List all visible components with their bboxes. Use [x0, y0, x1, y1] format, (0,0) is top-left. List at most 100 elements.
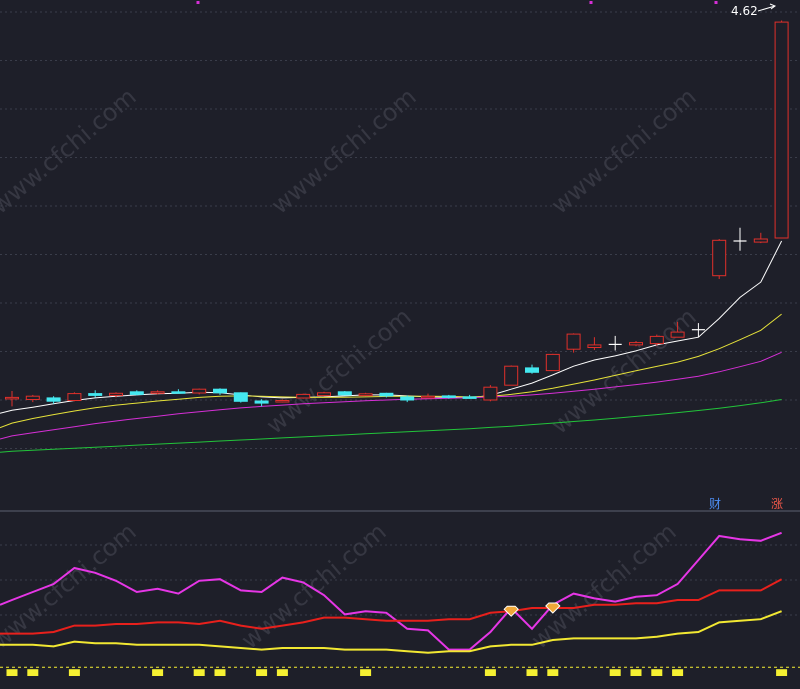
- candle: [275, 399, 290, 403]
- price-grid: [0, 11, 800, 449]
- signal-bar: [547, 669, 559, 676]
- candle: [109, 392, 123, 398]
- candle: [545, 353, 560, 372]
- price-pointer: [757, 5, 776, 12]
- candle-body-up: [317, 392, 331, 397]
- diamond-marker: [545, 602, 561, 614]
- price-pointer-arrowhead: [769, 3, 777, 10]
- candle-body-up: [421, 395, 435, 399]
- candle: [254, 399, 269, 407]
- signal-bar: [68, 669, 80, 676]
- signal-bar: [6, 669, 18, 676]
- signal-bar: [630, 669, 642, 676]
- candle: [753, 232, 768, 244]
- candle: [213, 388, 227, 395]
- candle-body-down: [88, 393, 103, 396]
- candle-body-up: [566, 333, 581, 350]
- diamond-marker: [503, 605, 519, 617]
- signal-bar: [484, 669, 496, 676]
- candle: [337, 391, 352, 396]
- top-marker-dots: [196, 1, 718, 4]
- ma-line-3: [0, 399, 782, 453]
- candle: [421, 393, 435, 399]
- candle: [88, 390, 103, 398]
- badge-cai[interactable]: 财: [709, 497, 721, 511]
- indicator-line-0: [0, 531, 782, 651]
- candle-body-up: [358, 393, 373, 397]
- candle: [483, 385, 498, 402]
- candle-body-down: [525, 367, 539, 373]
- last-price-label: 4.62: [731, 4, 758, 18]
- candle-body-up: [753, 238, 768, 243]
- candle-body-up: [629, 342, 643, 346]
- top-marker-dot: [589, 1, 593, 4]
- top-marker-dot: [714, 1, 718, 4]
- candle-body-up: [109, 392, 123, 396]
- candle-body-down: [400, 396, 415, 401]
- candle-body-up: [25, 395, 40, 401]
- candle-body-up: [504, 365, 519, 386]
- candle-body-up: [67, 393, 82, 402]
- candle-body-up: [712, 239, 727, 277]
- candle: [171, 389, 186, 394]
- candle: [587, 337, 602, 350]
- signal-bar: [609, 669, 621, 676]
- candle: [5, 391, 19, 407]
- indicator-grid: [0, 544, 800, 616]
- candle-body-down: [462, 396, 477, 399]
- candle-body-down: [254, 400, 269, 404]
- candle-body-down: [171, 391, 186, 394]
- indicator-lines: [0, 531, 800, 668]
- candle: [67, 392, 82, 402]
- candle: [691, 323, 705, 338]
- price-annotation: 4.62: [731, 3, 777, 18]
- signal-bar: [672, 669, 684, 676]
- candle-body-down: [441, 395, 456, 398]
- candle: [462, 394, 477, 399]
- candle-body-down: [46, 397, 61, 402]
- candle: [670, 321, 685, 338]
- indicator-line-2: [0, 610, 782, 654]
- candle-body-down: [379, 392, 394, 397]
- candle: [566, 333, 581, 353]
- indicator-badges: 财 涨: [709, 496, 783, 511]
- signal-bar: [193, 669, 205, 676]
- candle-body-up: [774, 21, 789, 239]
- candle: [733, 227, 747, 251]
- candle: [608, 335, 622, 351]
- signal-bar: [152, 669, 164, 676]
- candle: [296, 393, 311, 399]
- candle: [525, 364, 539, 374]
- candle: [400, 395, 415, 403]
- candle-body-down: [213, 388, 227, 394]
- candle-body-down: [337, 391, 352, 396]
- candle: [129, 390, 144, 396]
- signal-bar: [256, 669, 268, 676]
- candle-body-up: [150, 391, 165, 394]
- candle-body-up: [275, 400, 290, 403]
- candle: [150, 390, 165, 395]
- candle-body-up: [670, 331, 685, 338]
- candle: [504, 365, 519, 386]
- top-marker-dot: [196, 1, 200, 4]
- candle-body-up: [545, 353, 560, 372]
- signal-bar: [360, 669, 372, 676]
- candle-body-down: [129, 391, 144, 395]
- diamond-markers: [503, 602, 561, 617]
- candle-body-up: [587, 344, 602, 348]
- signal-bar: [776, 669, 788, 676]
- signal-bar: [276, 669, 288, 676]
- candle-body-down: [233, 392, 248, 402]
- signal-bar: [526, 669, 538, 676]
- candle: [774, 20, 789, 239]
- candlestick-series: [5, 20, 789, 407]
- candle: [192, 388, 207, 395]
- candle-body-up: [192, 388, 207, 394]
- candle: [712, 239, 727, 279]
- badge-zhang[interactable]: 涨: [771, 496, 783, 511]
- indicator-line-1: [0, 578, 783, 635]
- candle: [649, 334, 664, 346]
